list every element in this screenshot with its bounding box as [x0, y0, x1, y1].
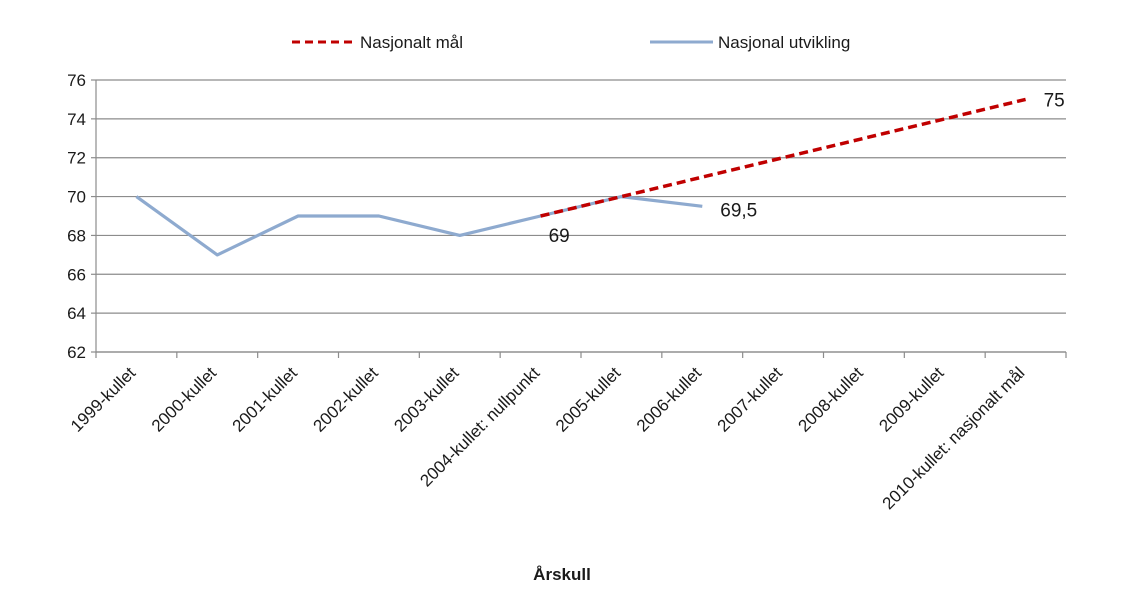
y-tick-label: 66 — [67, 265, 86, 284]
x-tick-label: 2001-kullet — [229, 363, 301, 435]
series-line-nasjonal-utvikling — [135, 195, 703, 257]
axes — [91, 79, 1067, 358]
x-axis-title: Årskull — [533, 565, 591, 584]
x-tick-label: 2003-kullet — [390, 363, 462, 435]
y-tick-label: 76 — [67, 71, 86, 90]
y-tick-label: 70 — [67, 188, 86, 207]
data-label: 75 — [1044, 90, 1065, 111]
x-tick-label: 2005-kullet — [552, 363, 624, 435]
x-tick-label: 2002-kullet — [309, 363, 381, 435]
x-tick-label: 2006-kullet — [633, 363, 705, 435]
x-tick-label: 2008-kullet — [794, 363, 866, 435]
data-label: 69,5 — [720, 200, 757, 221]
y-tick-label: 72 — [67, 149, 86, 168]
y-tick-label: 64 — [67, 304, 86, 323]
series-lines — [135, 97, 1027, 257]
legend: Nasjonalt mål Nasjonal utvikling — [292, 33, 850, 52]
y-tick-label: 74 — [67, 110, 86, 129]
y-tick-label: 68 — [67, 226, 86, 245]
x-tick-label: 2009-kullet — [875, 363, 947, 435]
x-tick-label: 2000-kullet — [148, 363, 220, 435]
x-tick-label: 1999-kullet — [67, 363, 139, 435]
data-label: 69 — [549, 226, 570, 247]
y-tick-label: 62 — [67, 343, 86, 362]
gridlines — [96, 79, 1066, 353]
legend-label-nasjonalt-mal: Nasjonalt mål — [360, 33, 463, 52]
legend-label-nasjonal-utvikling: Nasjonal utvikling — [718, 33, 850, 52]
x-tick-label: 2010-kullet: nasjonalt mål — [879, 363, 1029, 513]
x-tick-label: 2007-kullet — [714, 363, 786, 435]
